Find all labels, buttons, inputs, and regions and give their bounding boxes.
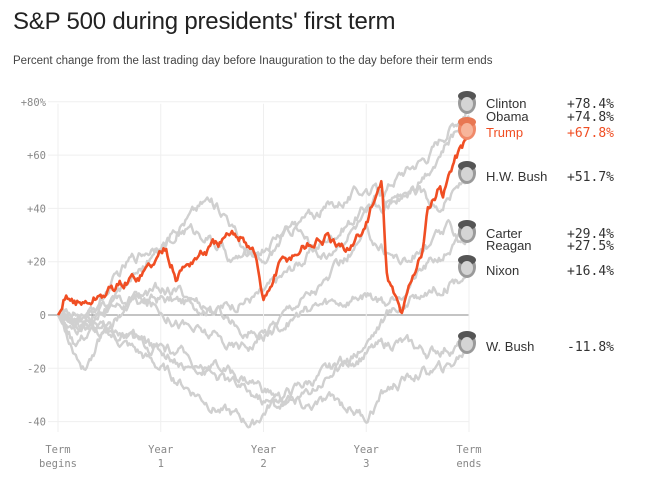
- series-value: +74.8%: [567, 110, 614, 125]
- x-tick-label: 1: [158, 458, 164, 470]
- y-tick-label: +40: [27, 203, 46, 215]
- y-tick-label: -40: [27, 417, 46, 429]
- hair-shape: [458, 117, 476, 127]
- label-reagan: Reagan +27.5%: [486, 238, 614, 254]
- label-h-w-bush: H.W. Bush +51.7%: [458, 161, 614, 185]
- portrait-icon-trump: [458, 117, 476, 140]
- hair-shape: [458, 161, 476, 171]
- face-skin: [461, 337, 473, 351]
- end-labels: Clinton +78.4% Obama +74.8% Trump +67.8% H.W. …: [458, 91, 614, 355]
- portrait-icon-nixon: [458, 255, 476, 278]
- series-name: Clinton: [486, 96, 526, 111]
- face-skin: [461, 261, 473, 275]
- series-value: +27.5%: [567, 239, 614, 254]
- series-value: -11.8%: [567, 340, 614, 355]
- chart-subtitle: Percent change from the last trading day…: [13, 55, 493, 67]
- series-line-carter: [57, 308, 470, 424]
- face-skin: [461, 167, 473, 181]
- series-lines: [56, 105, 471, 429]
- hair-shape: [458, 255, 476, 265]
- y-tick-label: +20: [27, 257, 46, 269]
- x-tick-label: Term: [45, 444, 70, 456]
- series-value: +78.4%: [567, 97, 614, 112]
- series-name: Reagan: [486, 238, 532, 253]
- x-tick-label: 3: [363, 458, 369, 470]
- label-trump: Trump +67.8%: [458, 117, 614, 141]
- series-value: +51.7%: [567, 170, 614, 185]
- portrait-icon-h-w-bush: [458, 161, 476, 184]
- portrait-icon-clinton: [458, 91, 476, 114]
- y-axis-ticks: +80% +60 +40 +20 0 -20 -40: [21, 97, 47, 429]
- label-clinton: Clinton +78.4%: [458, 91, 614, 114]
- series-name: Trump: [486, 125, 523, 140]
- hair-shape: [458, 91, 476, 101]
- label-obama: Obama +74.8%: [486, 109, 614, 125]
- series-value: +16.4%: [567, 264, 614, 279]
- series-name: W. Bush: [486, 339, 534, 354]
- y-tick-label: +80%: [21, 97, 47, 109]
- portrait-icon-w-bush: [458, 331, 476, 354]
- x-tick-label: Term: [456, 444, 481, 456]
- series-name: Nixon: [486, 263, 519, 278]
- y-tick-label: 0: [40, 310, 46, 322]
- y-tick-label: -20: [27, 363, 46, 375]
- portrait-icon-carter: [458, 220, 476, 243]
- series-line-obama: [57, 114, 470, 332]
- series-line-trump: [56, 133, 471, 316]
- chart-title: S&P 500 during presidents' first term: [13, 8, 396, 35]
- x-tick-label: Year: [354, 444, 379, 456]
- series-line-clinton: [57, 105, 470, 320]
- x-axis-ticks: Term begins Year 1 Year 2 Year 3 Term ends: [39, 444, 482, 470]
- face-skin: [461, 97, 473, 111]
- series-name: Carter: [486, 226, 523, 241]
- hair-shape: [458, 331, 476, 341]
- x-tick-label: Year: [148, 444, 173, 456]
- hair-shape: [458, 220, 476, 230]
- x-tick-label: ends: [456, 458, 481, 470]
- face-skin: [461, 123, 473, 137]
- face-skin: [461, 226, 473, 240]
- series-value: +67.8%: [567, 126, 614, 141]
- y-tick-label: +60: [27, 150, 46, 162]
- series-line-w-bush: [56, 314, 470, 429]
- series-line-unlabeled: [56, 231, 470, 371]
- label-carter: Carter +29.4%: [458, 220, 614, 243]
- x-tick-label: begins: [39, 458, 77, 470]
- x-tick-label: 2: [260, 458, 266, 470]
- x-tick-label: Year: [251, 444, 276, 456]
- series-name: Obama: [486, 109, 529, 124]
- series-name: H.W. Bush: [486, 169, 547, 184]
- label-w-bush: W. Bush -11.8%: [458, 331, 614, 355]
- label-nixon: Nixon +16.4%: [458, 255, 614, 279]
- series-value: +29.4%: [567, 227, 614, 242]
